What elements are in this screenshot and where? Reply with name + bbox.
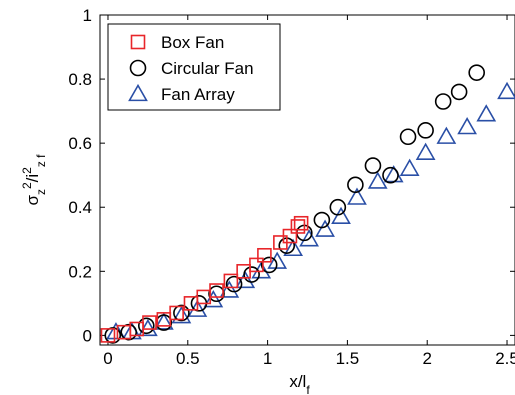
- y-tick-label: 0: [83, 326, 92, 345]
- circle-point: [347, 176, 364, 194]
- legend-triangle-marker: [128, 83, 148, 102]
- triangle-point: [219, 280, 240, 298]
- square-point: [282, 228, 298, 244]
- circle-point: [329, 198, 347, 216]
- y-tick-label: 0.4: [68, 198, 92, 217]
- legend-label: Box Fan: [161, 33, 224, 52]
- y-tick-label: 0.2: [68, 262, 92, 281]
- triangle-point: [436, 126, 457, 144]
- square-point: [293, 215, 309, 231]
- triangle-point: [283, 238, 304, 257]
- circle-point: [468, 64, 485, 81]
- circle-point: [434, 93, 452, 110]
- circle-point: [364, 157, 382, 174]
- square-point: [100, 328, 116, 343]
- triangle-point: [497, 81, 515, 100]
- circle-point: [450, 83, 468, 101]
- y-axis-label-part: 2: [20, 182, 34, 189]
- circle-point: [104, 327, 122, 344]
- square-point: [290, 219, 306, 234]
- x-axis-label-subscript: f: [306, 383, 310, 395]
- series-square: [100, 215, 309, 343]
- y-tick-label: 1: [83, 6, 92, 25]
- circle-point: [243, 266, 260, 283]
- circle-point: [382, 166, 399, 184]
- triangle-point: [415, 142, 436, 160]
- triangle-point: [399, 158, 420, 176]
- circle-point: [173, 304, 190, 322]
- legend-square-marker: [130, 34, 146, 50]
- y-axis-label-part: σ: [23, 195, 42, 206]
- circle-point: [260, 256, 278, 274]
- y-axis-label-part: z: [34, 189, 48, 195]
- y-tick-label: 0.6: [68, 134, 92, 153]
- triangle-point: [106, 322, 126, 340]
- legend: Box Fan Circular Fan Fan Array: [107, 23, 281, 111]
- square-point: [209, 283, 224, 298]
- triangle-point: [153, 312, 174, 330]
- circle-point: [137, 317, 155, 335]
- axes: [99, 14, 515, 346]
- circle-point: [399, 128, 417, 146]
- circle-point: [313, 211, 331, 229]
- triangle-point: [457, 117, 477, 135]
- x-axis-label-main: x/l: [289, 372, 306, 391]
- triangle-point: [203, 290, 224, 308]
- square-point: [142, 315, 157, 330]
- y-axis-label-part: /i: [23, 174, 42, 183]
- circle-point: [417, 122, 434, 139]
- x-axis-label: x/lf: [289, 372, 310, 395]
- x-tick-label: 2.5: [495, 349, 515, 368]
- axes-box: [99, 14, 515, 346]
- x-tick-label: 0.5: [176, 349, 200, 368]
- legend-box: [107, 23, 281, 111]
- triangle-point: [299, 229, 319, 247]
- square-point: [257, 247, 272, 263]
- triangle-point: [315, 219, 335, 237]
- ticks: 0 0.5 1 1.5 2 2.5 0 0.2 0.4 0.6 0.8 1: [68, 6, 515, 368]
- triangle-point: [331, 206, 351, 225]
- legend-label: Fan Array: [161, 85, 235, 104]
- y-axis-label: σz2/i2z f: [20, 154, 48, 206]
- triangle-point: [267, 251, 288, 269]
- y-axis-label-part: 2: [20, 167, 34, 174]
- circle-point: [225, 275, 243, 293]
- data-points: [100, 64, 515, 344]
- square-point: [223, 273, 239, 289]
- square-point: [169, 305, 184, 321]
- square-point: [249, 257, 264, 273]
- circle-point: [120, 323, 138, 341]
- circle-point: [208, 285, 225, 303]
- legend-label: Circular Fan: [161, 59, 254, 78]
- legend-circle-marker: [129, 59, 147, 77]
- triangle-point: [476, 104, 497, 122]
- triangle-point: [347, 187, 367, 205]
- y-axis-label-part: z f: [34, 154, 48, 167]
- y-tick-label: 0.8: [68, 70, 92, 89]
- x-tick-label: 1: [263, 349, 272, 368]
- triangle-point: [171, 306, 192, 324]
- x-tick-label: 2: [422, 349, 431, 368]
- x-tick-label: 1.5: [336, 349, 360, 368]
- x-tick-label: 0: [103, 349, 112, 368]
- triangle-point: [367, 171, 388, 189]
